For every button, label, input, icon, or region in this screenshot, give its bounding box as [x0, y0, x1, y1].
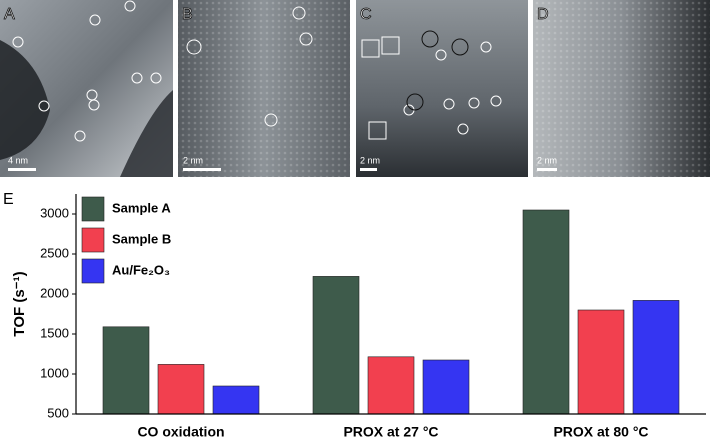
panel-label: B	[182, 6, 193, 23]
bar	[212, 385, 260, 415]
legend-label: Sample B	[112, 231, 171, 246]
panel-label: C	[360, 6, 372, 23]
scale-label: 2 nm	[360, 155, 380, 165]
panel-label: D	[537, 6, 549, 23]
bar	[522, 209, 570, 415]
y-axis-label: TOF (s⁻¹)	[11, 271, 28, 336]
bar	[312, 276, 360, 415]
legend-swatch	[81, 258, 105, 284]
y-tick-label: 500	[47, 405, 69, 420]
y-tick-label: 3000	[40, 205, 69, 220]
scale-label: 2 nm	[537, 155, 557, 165]
legend-swatch	[81, 227, 105, 253]
legend-swatch	[81, 196, 105, 222]
y-tick-label: 1000	[40, 365, 69, 380]
dark-region	[0, 40, 50, 160]
lattice	[533, 0, 710, 177]
scale-label: 2 nm	[183, 155, 203, 165]
bar	[577, 309, 625, 415]
scale-label: 4 nm	[8, 155, 28, 165]
x-tick-label: CO oxidation	[137, 424, 224, 440]
bar	[632, 300, 680, 415]
lattice	[178, 0, 350, 177]
legend-label: Sample A	[112, 200, 171, 215]
y-tick-label: 1500	[40, 325, 69, 340]
legend-label: Au/Fe₂O₃	[112, 262, 170, 277]
panel-label: E	[3, 191, 14, 208]
bar	[157, 364, 205, 415]
y-tick-label: 2000	[40, 285, 69, 300]
dark-region	[120, 90, 173, 177]
panel-label: A	[4, 6, 15, 23]
y-tick-label: 2500	[40, 245, 69, 260]
bar	[102, 326, 150, 415]
bar	[367, 356, 415, 415]
markers-dark	[406, 30, 469, 111]
markers	[12, 0, 502, 142]
bar	[422, 359, 470, 415]
x-tick-label: PROX at 27 °C	[343, 424, 438, 440]
scale-bars	[8, 168, 557, 171]
micrograph	[356, 0, 528, 177]
micrograph-panels	[0, 0, 710, 177]
x-tick-label: PROX at 80 °C	[553, 424, 648, 440]
